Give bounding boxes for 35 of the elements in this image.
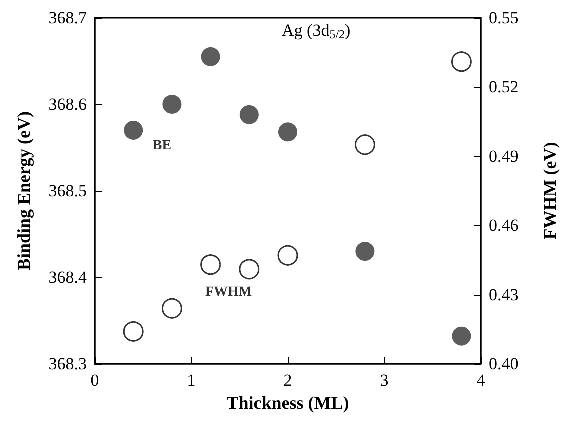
point [239,259,260,280]
y2-tick-label: 0.43 [489,285,519,304]
y2-tick-label: 0.49 [489,146,519,166]
x-axis-title: Thickness (ML) [226,393,350,413]
y-axis-title: Binding Energy (eV) [14,111,34,271]
x-tick-label: 0 [90,371,100,390]
y-tick-label: 368.7 [48,8,88,28]
y2-axis-title: FWHM (eV) [540,142,560,240]
point [124,120,144,140]
x-tick-label: 1 [187,371,196,390]
series-label: BE [152,138,172,154]
x-tick-label: 3 [380,371,389,390]
y-tick-label: 368.5 [48,182,87,200]
y2-tick-label: 0.52 [489,78,519,97]
point [451,52,472,72]
x-tick-label: 2 [284,371,292,390]
point [162,95,182,114]
point [452,326,472,346]
point [278,122,298,142]
point [354,134,376,156]
y-tick-label: 368.3 [48,354,87,374]
point [240,105,259,124]
point [162,298,182,319]
y2-tick-label: 0.40 [489,354,519,374]
point [201,47,220,66]
point [356,242,375,262]
y2-tick-label: 0.46 [489,216,519,236]
y-tick-label: 368.6 [48,95,87,114]
series-label: FWHM [205,285,252,300]
x-tick-label: 4 [476,371,486,390]
point [278,245,298,266]
y2-tick-label: 0.55 [489,8,519,28]
y-tick-label: 368.4 [48,268,88,287]
point [123,321,144,342]
point [200,254,222,276]
